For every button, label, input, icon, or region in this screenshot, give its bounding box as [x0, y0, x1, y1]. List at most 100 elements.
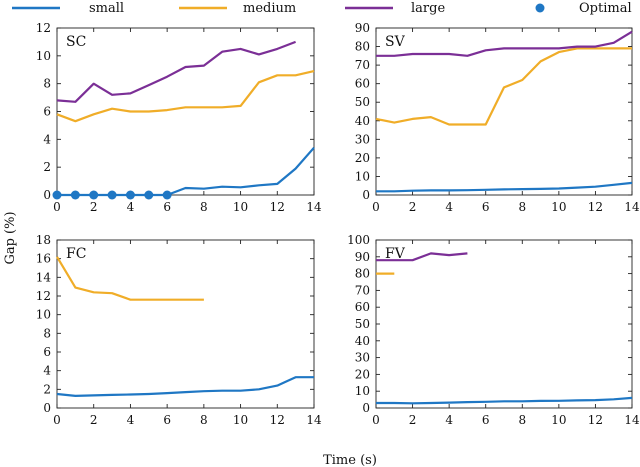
x-tick-label-sc: 0: [53, 200, 61, 214]
optimal-point-sc: [52, 190, 62, 200]
y-tick-label-fv: 60: [355, 300, 370, 314]
x-tick-label-sv: 8: [518, 200, 526, 214]
y-tick-label-fc: 12: [36, 289, 51, 303]
x-axis-title: Time (s): [323, 453, 377, 467]
y-tick-label-sv: 10: [355, 169, 370, 183]
panel-fv: 0 2 4 6 8 10 12 14 0 10 20 30 40 50 60 70 80 90 100 FV: [347, 233, 640, 427]
y-tick-label-sv: 80: [355, 40, 370, 54]
y-tick-label-fc: 4: [43, 364, 51, 378]
y-tick-label-sc: 4: [43, 132, 51, 146]
y-tick-label-fv: 30: [355, 351, 370, 365]
series-line-small-fv: [376, 396, 633, 405]
optimal-point-sc: [89, 190, 99, 200]
y-tick-label-fc: 18: [36, 233, 51, 247]
x-tick-label-fc: 8: [200, 413, 208, 427]
x-tick-label-sc: 10: [233, 200, 248, 214]
x-tick-label-fv: 8: [518, 413, 526, 427]
series-line-medium-sc: [56, 70, 315, 123]
optimal-point-sc: [70, 190, 80, 200]
y-tick-label-sv: 30: [355, 132, 370, 146]
y-axis-title: Gap (%): [3, 211, 18, 264]
y-tick-label-sv: 70: [355, 58, 370, 72]
y-tick-label-sc: 2: [43, 160, 51, 174]
optimal-point-sc: [125, 190, 135, 200]
x-tick-label-fc: 12: [270, 413, 285, 427]
series-line-large-fv: [376, 252, 468, 262]
x-tick-label-sv: 6: [482, 200, 490, 214]
legend-label-small: small: [89, 1, 124, 16]
panel-label-fv: FV: [385, 246, 406, 262]
y-tick-label-fc: 2: [43, 382, 51, 396]
panel-fc: 0 2 4 6 8 10 12 14 0 2 4 6 8 10 12 14 16 18 FC: [36, 233, 322, 427]
panel-sc: 0 2 4 6 8 10 12 14 0 2 4 6 8 10 12 SC: [36, 21, 322, 214]
plot-frame-fv: [375, 239, 633, 409]
y-tick-label-sv: 40: [355, 114, 370, 128]
x-tick-label-sv: 10: [551, 200, 566, 214]
y-tick-label-sc: 8: [43, 77, 51, 91]
x-tick-label-fv: 10: [551, 413, 566, 427]
y-tick-label-fv: 0: [362, 401, 370, 415]
x-tick-label-fv: 6: [482, 413, 490, 427]
legend-label-large: large: [411, 1, 445, 16]
panel-label-fc: FC: [66, 246, 86, 262]
x-tick-label-fc: 10: [233, 413, 248, 427]
y-tick-label-fc: 16: [36, 252, 51, 266]
y-tick-label-fc: 10: [36, 308, 51, 322]
series-line-large-sv: [376, 30, 633, 57]
y-tick-label-fc: 0: [43, 401, 51, 415]
plot-frame-sv: [375, 27, 633, 196]
x-tick-label-fv: 0: [372, 413, 380, 427]
series-line-medium-fc: [56, 256, 204, 301]
plot-frame-sc: [56, 27, 315, 196]
panel-label-sv: SV: [385, 34, 406, 50]
x-tick-label-fc: 0: [53, 413, 61, 427]
x-tick-label-sv: 2: [409, 200, 417, 214]
x-tick-label-sc: 6: [163, 200, 171, 214]
optimal-point-sc: [162, 190, 172, 200]
y-tick-label-fv: 100: [347, 233, 370, 247]
x-tick-label-sv: 12: [588, 200, 603, 214]
y-tick-label-sv: 60: [355, 77, 370, 91]
y-tick-label-fc: 6: [43, 345, 51, 359]
x-tick-label-sc: 2: [90, 200, 98, 214]
x-tick-label-fc: 14: [306, 413, 322, 427]
x-tick-label-fv: 12: [588, 413, 603, 427]
optimal-point-sc: [144, 190, 154, 200]
y-tick-label-sc: 12: [36, 21, 51, 35]
y-tick-label-sv: 50: [355, 95, 370, 109]
y-tick-label-sc: 0: [43, 188, 51, 202]
x-tick-label-fv: 4: [445, 413, 453, 427]
x-tick-label-sv: 0: [372, 200, 380, 214]
series-line-medium-sv: [375, 47, 632, 126]
x-tick-label-sc: 14: [306, 200, 322, 214]
y-tick-label-sc: 6: [43, 105, 51, 119]
y-tick-label-fv: 80: [355, 267, 370, 281]
x-tick-label-sv: 4: [445, 200, 453, 214]
x-tick-label-sc: 8: [200, 200, 208, 214]
y-tick-label-fc: 8: [43, 326, 51, 340]
legend-label-optimal: Optimal: [579, 1, 632, 16]
series-line-large-sc: [56, 40, 296, 103]
legend-swatch-optimal: [535, 3, 545, 13]
plot-frame-fc: [56, 239, 315, 409]
x-tick-label-fc: 6: [163, 413, 171, 427]
x-tick-label-fv: 14: [624, 413, 640, 427]
optimal-point-sc: [107, 190, 117, 200]
y-tick-label-fv: 70: [355, 283, 370, 297]
y-tick-label-fv: 20: [355, 367, 370, 381]
x-tick-label-fc: 2: [90, 413, 98, 427]
x-tick-label-sv: 14: [624, 200, 640, 214]
y-tick-label-sv: 20: [355, 151, 370, 165]
series-line-small-fc: [56, 376, 314, 397]
x-tick-label-fc: 4: [127, 413, 135, 427]
y-tick-label-fv: 50: [355, 317, 370, 331]
series-line-small-sv: [376, 181, 633, 193]
x-tick-label-sc: 12: [270, 200, 285, 214]
panel-label-sc: SC: [66, 34, 86, 50]
y-tick-label-sc: 10: [36, 49, 51, 63]
y-tick-label-fv: 90: [355, 250, 370, 264]
y-tick-label-fc: 14: [36, 270, 52, 284]
x-tick-label-sc: 4: [127, 200, 135, 214]
y-tick-label-sv: 90: [355, 21, 370, 35]
